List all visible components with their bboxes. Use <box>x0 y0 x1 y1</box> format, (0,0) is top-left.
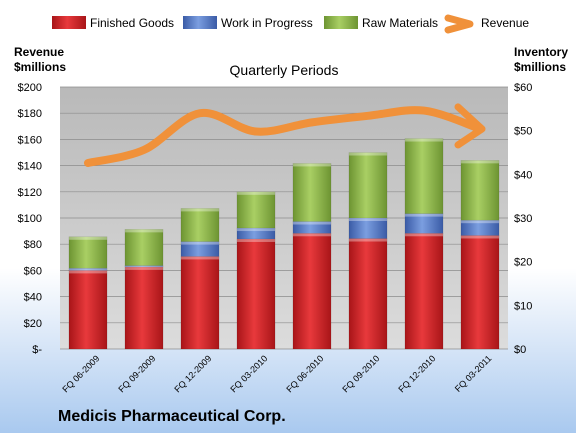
x-axis-tick-label: FQ 06-2010 <box>284 353 325 394</box>
bar-raw-materials <box>68 236 108 269</box>
bar-top-highlight <box>348 152 388 156</box>
legend-label-work-in-progress: Work in Progress <box>221 16 313 30</box>
left-axis-tick-label: $100 <box>18 213 42 225</box>
bar-work-in-progress <box>180 241 220 257</box>
revenue-line-path <box>84 106 484 167</box>
legend-label-raw-materials: Raw Materials <box>362 16 438 30</box>
bar-top-highlight <box>348 218 388 221</box>
revenue-point <box>200 113 201 114</box>
bar-raw-materials <box>404 138 444 214</box>
bar-top-highlight <box>292 233 332 237</box>
bar-finished-goods <box>292 233 332 350</box>
legend-swatch-raw-materials <box>324 16 358 29</box>
right-axis-tick-label: $20 <box>514 257 532 269</box>
bar-top-highlight <box>180 208 220 212</box>
left-axis-tick-label: $120 <box>18 187 42 199</box>
right-axis-tick-label: $0 <box>514 344 526 356</box>
bars <box>68 138 500 350</box>
bar-finished-goods <box>348 238 388 350</box>
bar-raw-materials <box>292 163 332 222</box>
bar-top-highlight <box>460 235 500 239</box>
bar-raw-materials <box>124 229 164 266</box>
bar-top-highlight <box>292 163 332 167</box>
bar-raw-materials <box>236 191 276 229</box>
right-axis-tick-label: $60 <box>514 82 532 94</box>
bar-top-highlight <box>180 256 220 260</box>
bar-finished-goods <box>460 235 500 350</box>
bar-top-highlight <box>236 228 276 232</box>
legend-swatch-work-in-progress <box>183 16 217 29</box>
left-axis-tick-label: $200 <box>18 82 42 94</box>
x-axis-tick-label: FQ 12-2009 <box>172 353 213 394</box>
chart-title: Quarterly Periods <box>230 62 339 78</box>
bar-top-highlight <box>124 266 164 270</box>
bar-top-highlight <box>68 236 108 240</box>
legend: Finished Goods Work in Progress Raw Mate… <box>52 14 529 34</box>
revenue-point <box>424 110 425 111</box>
bar-finished-goods <box>404 233 444 350</box>
bar-finished-goods <box>180 256 220 350</box>
bar-finished-goods <box>68 270 108 350</box>
x-axis-tick-label: FQ 09-2009 <box>116 353 157 394</box>
left-axis-tick-label: $- <box>32 344 42 356</box>
legend-swatch-finished-goods <box>52 16 86 29</box>
bar-top-highlight <box>460 220 500 224</box>
left-axis-tick-label: $160 <box>18 134 42 146</box>
bar-top-highlight <box>68 270 108 274</box>
bar-top-highlight <box>460 160 500 164</box>
revenue-point <box>480 128 481 129</box>
x-axis-tick-label: FQ 03-2010 <box>228 353 269 394</box>
left-axis-title-line1: Revenue <box>14 45 64 59</box>
bar-finished-goods <box>236 238 276 350</box>
revenue-point <box>144 149 145 150</box>
company-name: Medicis Pharmaceutical Corp. <box>58 408 286 425</box>
bar-top-highlight <box>180 241 220 245</box>
legend-label-finished-goods: Finished Goods <box>90 16 174 30</box>
bar-top-highlight <box>236 191 276 195</box>
bar-top-highlight <box>292 221 332 225</box>
left-axis-tick-label: $20 <box>24 318 42 330</box>
revenue-line <box>84 103 486 167</box>
bar-top-highlight <box>236 238 276 242</box>
bar-top-highlight <box>348 238 388 242</box>
bar-top-highlight <box>404 138 444 142</box>
right-axis-title-line1: Inventory <box>514 45 568 59</box>
bar-raw-materials <box>460 160 500 221</box>
legend-swatch-revenue <box>444 14 474 34</box>
bar-work-in-progress <box>348 217 388 239</box>
bar-raw-materials <box>348 152 388 219</box>
x-axis-tick-label: FQ 12-2010 <box>396 353 437 394</box>
right-axis-tick-label: $30 <box>514 213 532 225</box>
bar-raw-materials <box>180 208 220 242</box>
right-axis-tick-label: $50 <box>514 126 532 138</box>
bar-top-highlight <box>68 268 108 271</box>
right-axis-tick-label: $40 <box>514 169 532 181</box>
revenue-line-arrowhead <box>454 103 486 149</box>
left-axis-tick-label: $80 <box>24 239 42 251</box>
revenue-point <box>368 115 369 116</box>
left-axis-tick-label: $60 <box>24 265 42 277</box>
bar-top-highlight <box>124 265 164 267</box>
x-axis-tick-label: FQ 03-2011 <box>453 353 494 394</box>
x-axis-tick-label: FQ 06-2009 <box>60 353 101 394</box>
revenue-point <box>256 131 257 132</box>
bar-top-highlight <box>404 233 444 237</box>
bar-top-highlight <box>404 213 444 217</box>
revenue-point <box>88 162 89 163</box>
left-axis-tick-label: $180 <box>18 108 42 120</box>
left-axis-tick-label: $140 <box>18 161 42 173</box>
left-axis-tick-label: $40 <box>24 292 42 304</box>
right-axis-tick-label: $10 <box>514 300 532 312</box>
bar-top-highlight <box>124 229 164 233</box>
bar-finished-goods <box>124 266 164 350</box>
x-axis-tick-label: FQ 09-2010 <box>340 353 381 394</box>
right-axis-title-line2: $millions <box>514 60 566 74</box>
revenue-point <box>312 122 313 123</box>
left-axis-title-line2: $millions <box>14 60 66 74</box>
legend-label-revenue: Revenue <box>481 16 529 30</box>
